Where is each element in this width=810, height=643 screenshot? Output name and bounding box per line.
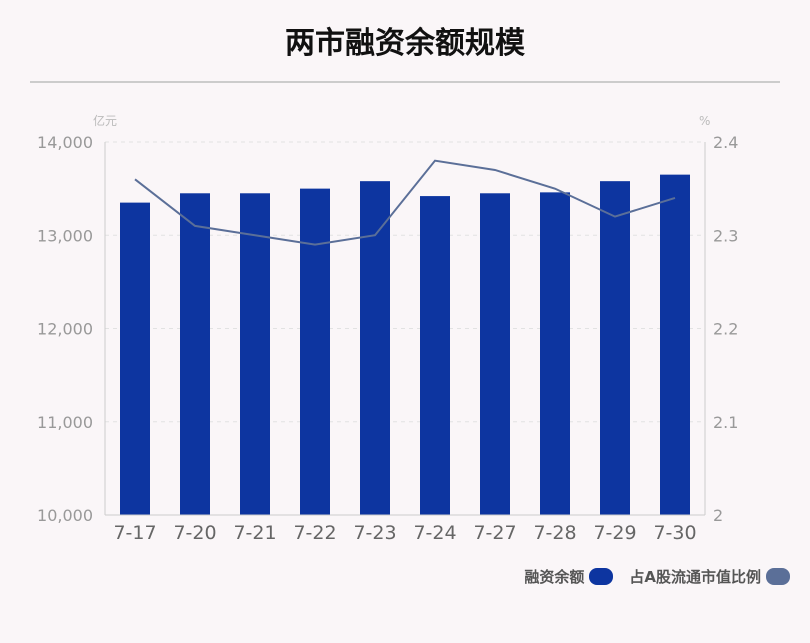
x-tick-label: 7-17: [113, 522, 156, 544]
y-left-unit: 亿元: [93, 113, 117, 128]
legend-item-balance[interactable]: 融资余额: [524, 566, 614, 587]
x-tick-label: 7-22: [293, 522, 336, 544]
bar: [240, 193, 270, 515]
x-tick-label: 7-23: [353, 522, 396, 544]
legend-swatch-balance: [589, 568, 614, 585]
y-right-tick-label: 2: [713, 506, 723, 525]
bar: [300, 188, 330, 515]
y-right-tick-label: 2.4: [713, 133, 738, 152]
x-tick-label: 7-28: [533, 522, 576, 544]
bar: [180, 193, 210, 515]
y-left-tick-label: 11,000: [37, 413, 93, 432]
bar: [420, 196, 450, 515]
y-left-tick-label: 13,000: [37, 226, 93, 245]
x-tick-label: 7-24: [413, 522, 456, 544]
legend-label-ratio: 占A股流通市值比例: [629, 568, 761, 586]
x-tick-label: 7-30: [653, 522, 696, 544]
x-tick-label: 7-21: [233, 522, 276, 544]
legend-label-balance: 融资余额: [524, 568, 585, 586]
x-tick-label: 7-29: [593, 522, 636, 544]
y-right-tick-label: 2.1: [713, 413, 738, 432]
title-divider: [30, 81, 780, 83]
y-right-unit: %: [699, 114, 710, 128]
bar: [360, 181, 390, 516]
ratio-line: [134, 159, 676, 246]
y-left-tick-label: 14,000: [37, 133, 93, 152]
y-left-tick-label: 12,000: [37, 320, 93, 339]
legend: 融资余额 占A股流通市值比例: [508, 566, 790, 587]
legend-swatch-ratio: [766, 568, 790, 585]
chart-title: 两市融资余额规模: [285, 26, 525, 61]
y-right-tick-label: 2.3: [713, 226, 738, 245]
x-tick-label: 7-27: [473, 522, 516, 544]
y-right-tick-label: 2.2: [713, 320, 738, 339]
bar: [660, 174, 690, 515]
y-left-tick-label: 10,000: [37, 506, 93, 525]
legend-item-ratio[interactable]: 占A股流通市值比例: [629, 566, 790, 587]
bar: [540, 192, 570, 516]
bar: [600, 181, 630, 516]
bar: [120, 202, 150, 516]
bar: [480, 193, 510, 515]
x-tick-label: 7-20: [173, 522, 216, 544]
